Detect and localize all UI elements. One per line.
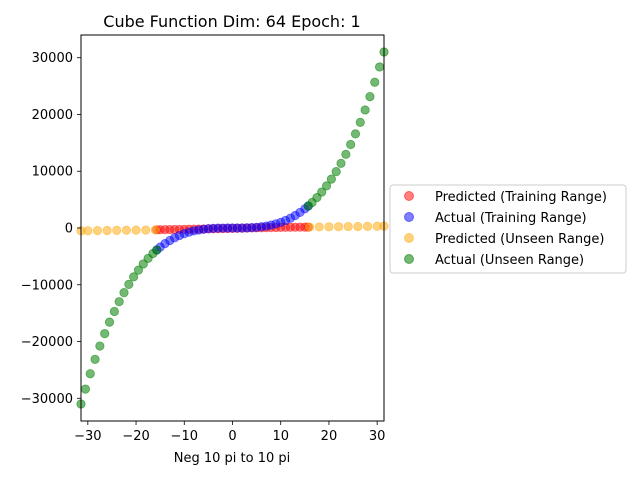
x-tick-label: 10 [272,429,289,444]
legend-marker [405,192,414,201]
data-point [315,223,323,231]
data-point [110,307,118,315]
y-tick-label: 0 [65,222,73,237]
data-point [101,329,109,337]
legend-marker [405,213,414,222]
data-point [361,106,369,114]
data-point [356,118,364,126]
data-point [342,150,350,158]
data-point [103,226,111,234]
x-tick-label: −10 [171,429,198,444]
legend-label: Predicted (Unseen Range) [435,232,604,247]
x-axis-label: Neg 10 pi to 10 pi [174,451,291,466]
plot-area [77,35,388,421]
data-point [375,63,383,71]
x-tick-label: −30 [74,429,101,444]
legend-label: Actual (Training Range) [435,211,587,226]
data-point [120,288,128,296]
data-point [81,385,89,393]
data-point [153,246,161,254]
data-point [125,280,133,288]
x-tick-label: 20 [321,429,338,444]
y-tick-label: −10000 [21,278,73,293]
legend: Predicted (Training Range) Actual (Traini… [390,185,626,273]
data-point [366,92,374,100]
data-point [325,223,333,231]
data-point [91,355,99,363]
y-tick-label: 20000 [32,108,73,123]
data-point [96,342,104,350]
data-point [346,140,354,148]
data-point [334,222,342,230]
y-tick-label: 10000 [32,165,73,180]
x-tick-label: 30 [369,429,386,444]
chart-title: Cube Function Dim: 64 Epoch: 1 [103,12,360,31]
data-point [132,226,140,234]
data-point [115,297,123,305]
data-point [354,222,362,230]
data-point [363,222,371,230]
x-tick-label: 0 [228,429,236,444]
legend-label: Predicted (Training Range) [435,190,607,205]
data-point [151,226,159,234]
legend-marker [405,255,414,264]
y-tick-label: −30000 [21,392,73,407]
y-tick-label: 30000 [32,51,73,66]
data-point [122,226,130,234]
legend-label: Actual (Unseen Range) [435,253,584,268]
data-point [332,167,340,175]
data-point [344,222,352,230]
data-point [305,223,313,231]
data-point [327,175,335,183]
y-tick-label: −20000 [21,335,73,350]
data-point [371,78,379,86]
data-point [105,318,113,326]
data-point [142,226,150,234]
data-point [84,227,92,235]
data-point [351,130,359,138]
x-tick-label: −20 [122,429,149,444]
data-point [337,159,345,167]
data-point [86,370,94,378]
data-point [113,226,121,234]
legend-marker [405,234,414,243]
data-point [93,226,101,234]
